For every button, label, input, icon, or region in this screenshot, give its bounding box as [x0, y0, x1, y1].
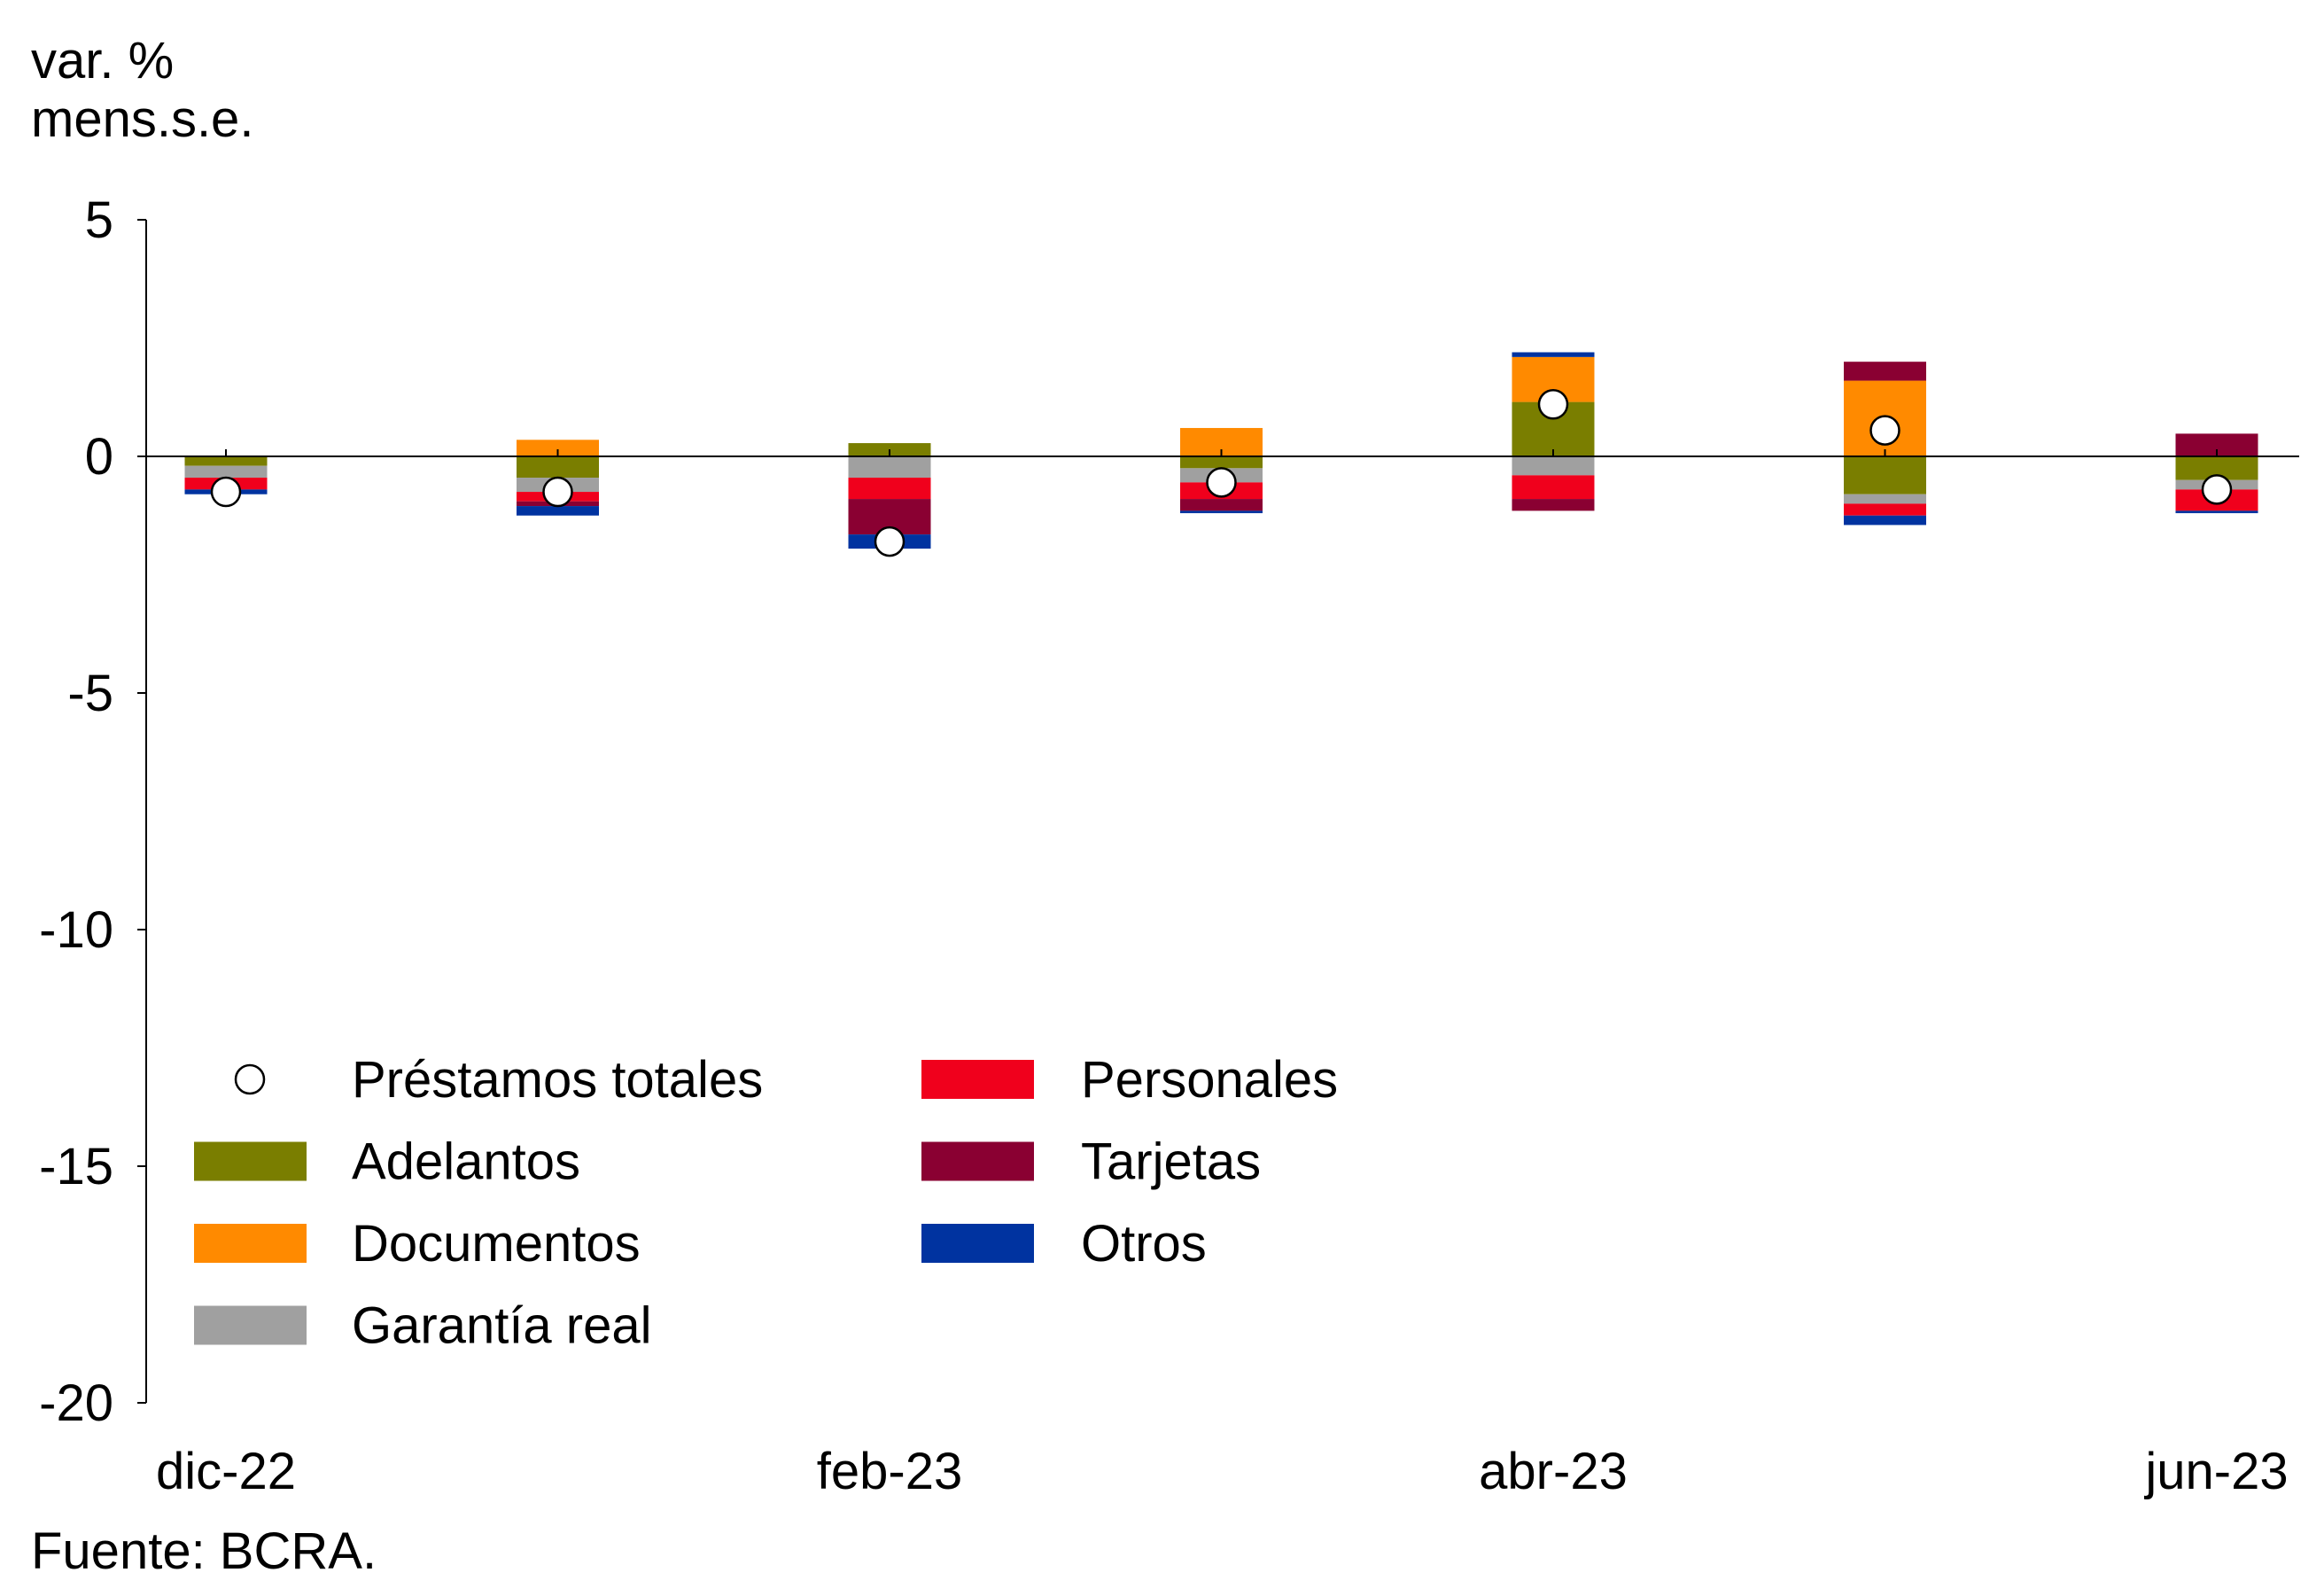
bar-segment-garantia-real — [184, 465, 268, 479]
legend-label: Adelantos — [352, 1133, 580, 1191]
legend-label: Tarjetas — [1081, 1133, 1261, 1191]
bar-segment-garantia-real — [1844, 494, 1926, 504]
total-marker — [542, 476, 573, 508]
legend-swatch — [194, 1305, 307, 1345]
bar-segment-adelantos — [1180, 456, 1263, 469]
x-tick-label: dic-22 — [156, 1443, 296, 1500]
legend-marker-total — [234, 1063, 266, 1095]
y-tick-label: -10 — [39, 901, 113, 959]
bar-segment-garantia-real — [1512, 456, 1595, 476]
legend-swatch — [194, 1141, 307, 1181]
legend-label: Personales — [1081, 1051, 1338, 1109]
y-axis-unit-label-line: mens.s.e. — [31, 90, 253, 148]
bar-segment-otros — [1180, 510, 1263, 514]
x-tick-label: jun-23 — [2143, 1443, 2288, 1500]
legend-label: Otros — [1081, 1215, 1207, 1273]
bar-segment-tarjetas — [1844, 362, 1926, 381]
bar-segment-otros — [1844, 515, 1926, 526]
bar-segment-personales — [848, 478, 931, 500]
legend-label: Documentos — [352, 1215, 641, 1273]
bar-segment-personales — [1512, 475, 1595, 500]
bar-segment-documentos — [517, 440, 599, 456]
bar-segment-personales — [1844, 503, 1926, 516]
y-axis-unit-label-line: var. % — [31, 32, 174, 90]
y-axis: 5 0 -5 -10 -15 -20 — [39, 191, 147, 1432]
total-marker — [210, 476, 242, 508]
legend-label: Garantía real — [352, 1297, 652, 1355]
legend-swatch — [921, 1141, 1034, 1181]
x-tick-label: feb-23 — [817, 1443, 962, 1500]
total-marker — [2201, 474, 2233, 505]
bar-segment-adelantos — [517, 456, 599, 479]
y-tick-label: 5 — [85, 191, 113, 249]
legend-swatch — [921, 1060, 1034, 1099]
total-marker — [1869, 415, 1900, 446]
bar-segment-adelantos — [184, 456, 268, 466]
bar-segment-otros — [1512, 352, 1595, 357]
x-axis: dic-22feb-23abr-23jun-23ago-23oct-23dic-… — [156, 449, 2289, 1500]
legend: Préstamos totales Adelantos Documentos Gara… — [194, 1051, 1338, 1355]
x-tick-label: abr-23 — [1479, 1443, 1628, 1500]
bar-segment-garantia-real — [848, 456, 931, 479]
y-tick-label: -5 — [67, 665, 113, 722]
source-note: Fuente: BCRA. — [31, 1522, 377, 1580]
total-marker — [874, 526, 906, 557]
y-tick-label: -20 — [39, 1374, 113, 1432]
bar-segment-otros — [517, 506, 599, 516]
bar-segment-otros — [2175, 510, 2258, 514]
legend-swatch — [921, 1224, 1034, 1263]
y-tick-label: -15 — [39, 1138, 113, 1195]
total-marker — [1537, 389, 1569, 420]
y-tick-label: 0 — [85, 428, 113, 486]
legend-swatch — [194, 1224, 307, 1263]
legend-label: Préstamos totales — [352, 1051, 763, 1109]
total-marker — [1206, 467, 1237, 498]
total-markers — [210, 389, 2233, 557]
bar-segment-tarjetas — [1180, 499, 1263, 511]
bar-segment-adelantos — [1844, 456, 1926, 494]
y-axis-unit-label: var. %mens.s.e. — [31, 32, 253, 148]
bar-segment-tarjetas — [1512, 499, 1595, 511]
